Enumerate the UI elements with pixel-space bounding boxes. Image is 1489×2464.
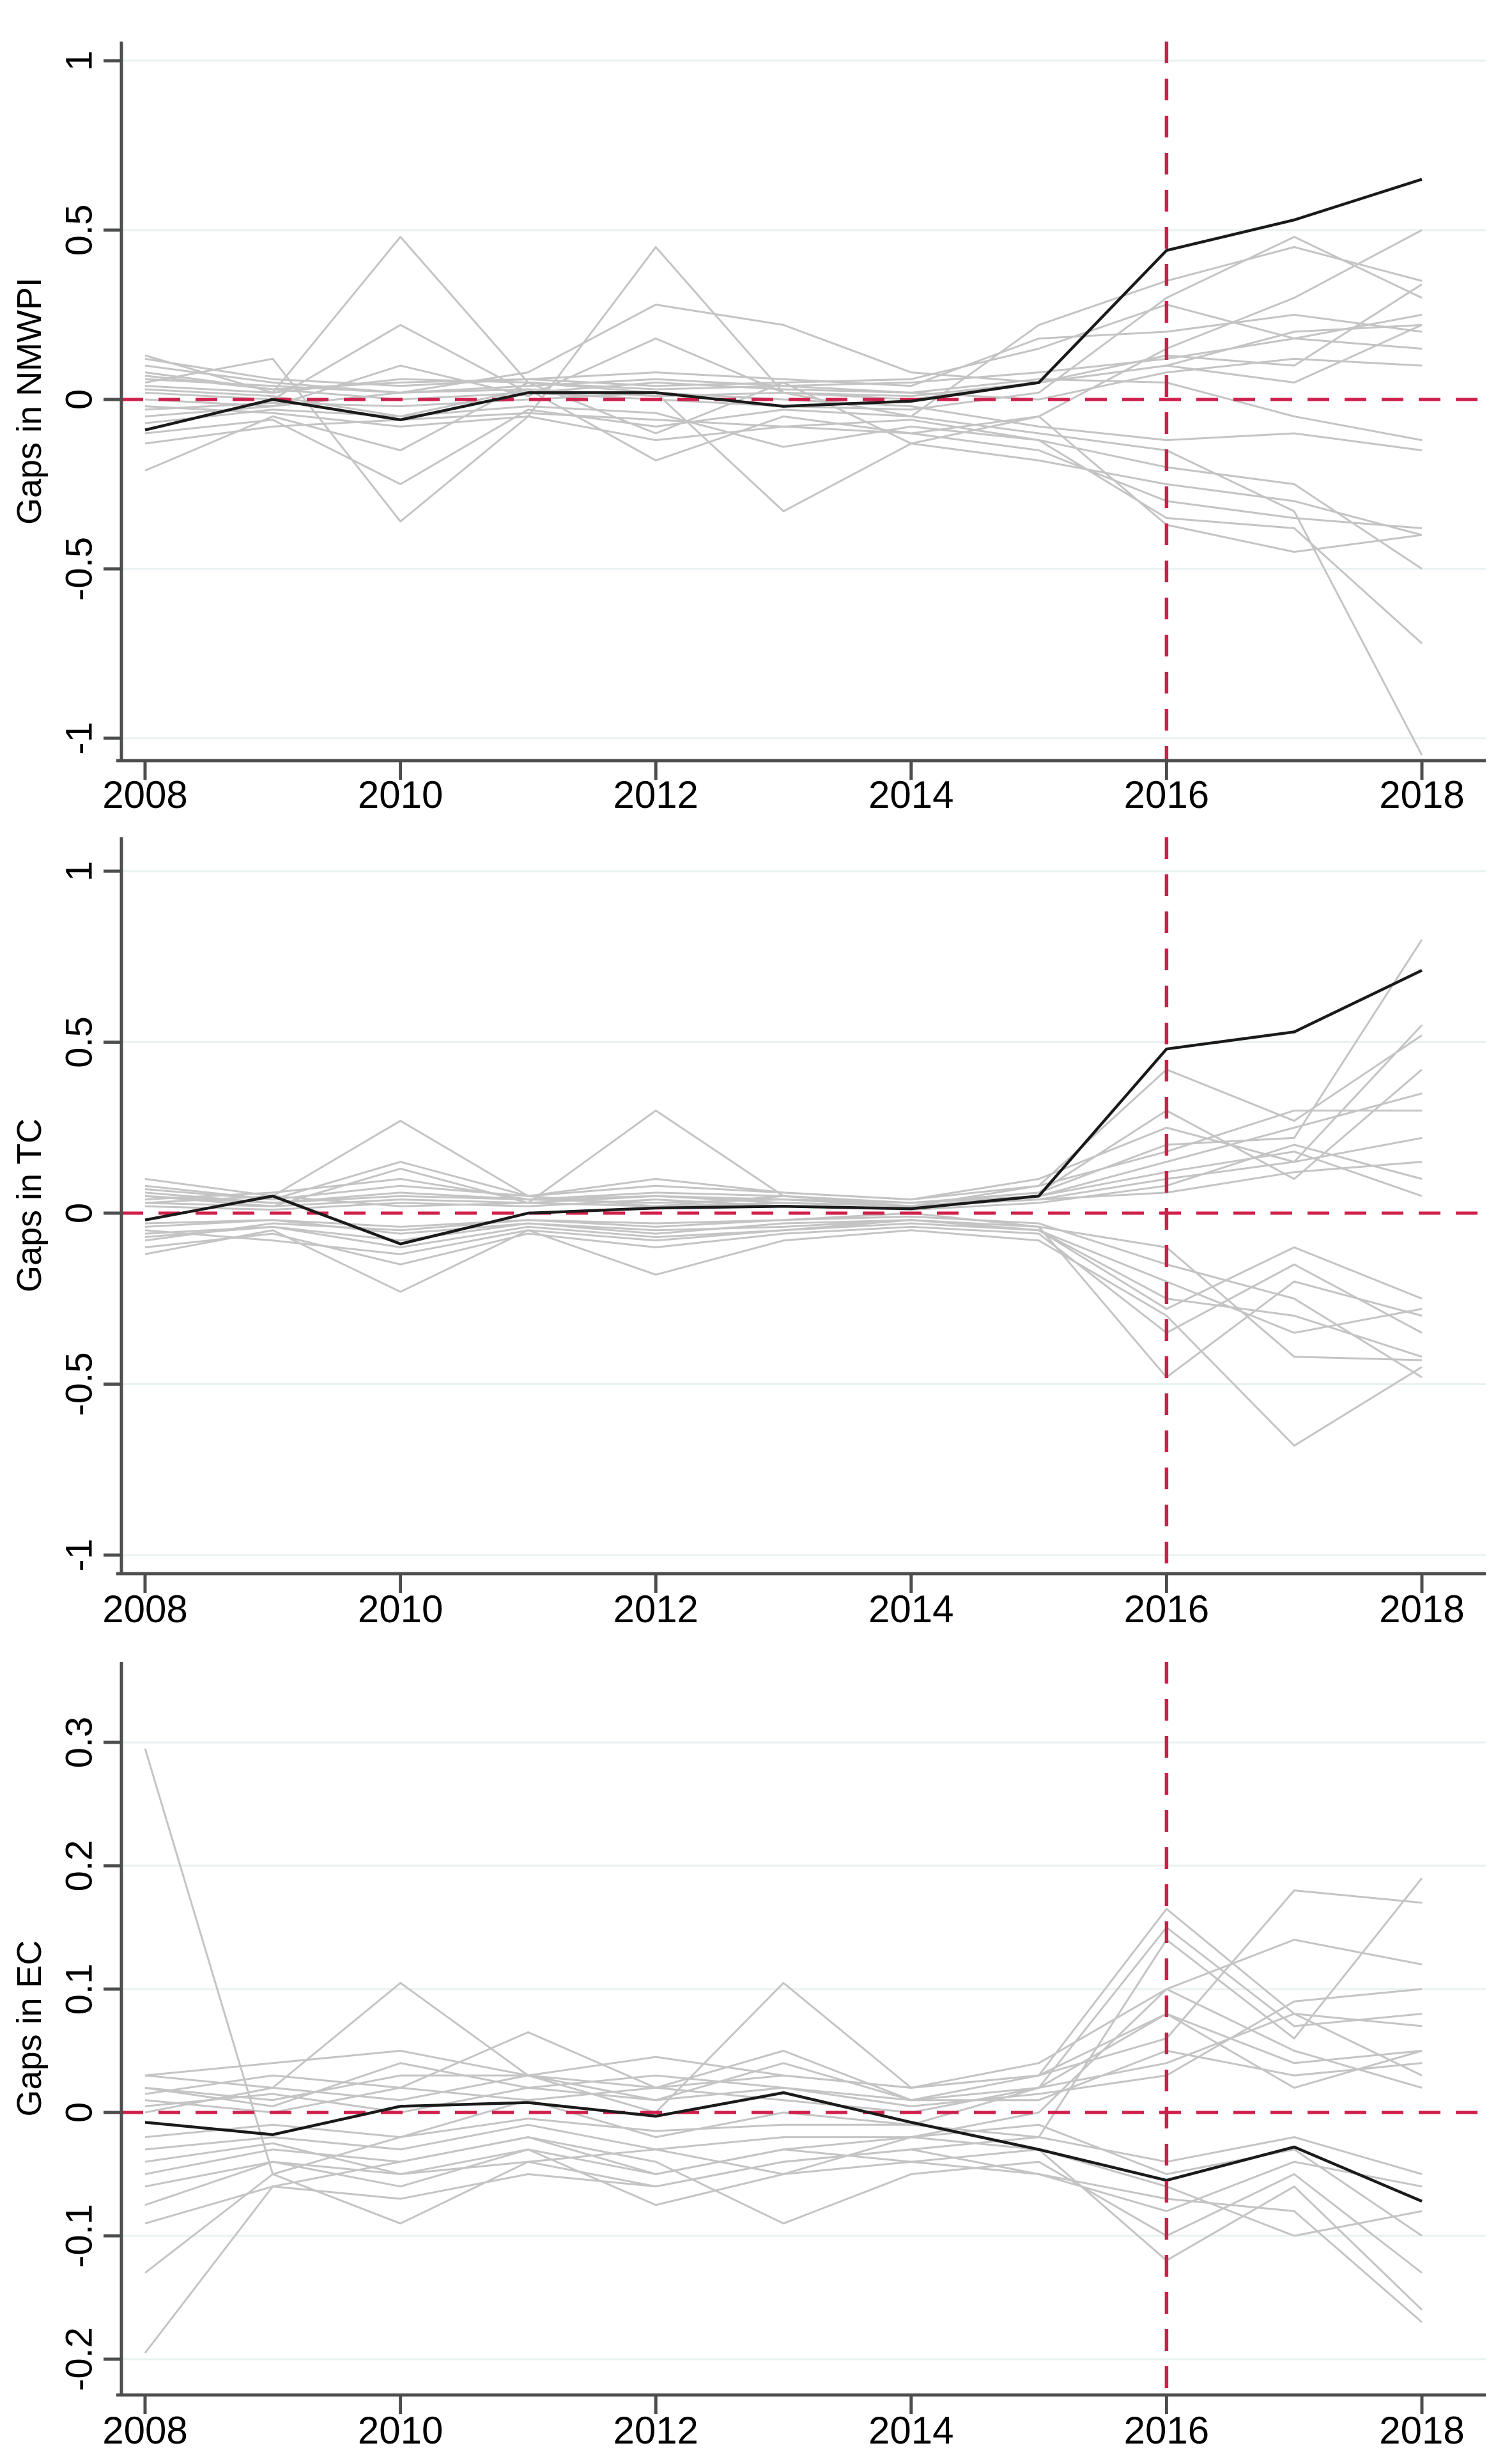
placebo-line (144, 324, 1423, 408)
placebo-line (144, 2118, 1423, 2175)
placebo-line (144, 1939, 1423, 2095)
x-tick-label: 2014 (868, 2409, 953, 2452)
x-tick-label: 2018 (1379, 773, 1464, 816)
placebo-line (144, 405, 1423, 570)
x-tick-label: 2018 (1379, 2409, 1464, 2452)
y-tick-label: 0 (59, 2102, 100, 2123)
placebo-line (144, 1024, 1423, 1201)
x-tick-label: 2008 (102, 2409, 187, 2452)
y-axis-title: Gaps in EC (10, 1940, 49, 2116)
x-tick-label: 2016 (1124, 773, 1209, 816)
placebo-line (144, 2148, 1423, 2212)
x-tick-label: 2016 (1124, 1588, 1209, 1631)
placebo-line (144, 1215, 1423, 1379)
placebo-line (144, 1889, 1423, 2089)
x-tick-label: 2012 (613, 2409, 698, 2452)
x-tick-label: 2008 (102, 773, 187, 816)
y-tick-label: 0 (59, 389, 100, 410)
y-tick-label: 0.1 (59, 1964, 100, 2015)
x-tick-label: 2014 (868, 773, 953, 816)
y-axis-title: Gaps in NMWPI (10, 277, 49, 525)
y-tick-label: -0.2 (59, 2327, 100, 2391)
y-tick-label: 0 (59, 1203, 100, 1223)
placebo-line (144, 382, 1423, 536)
placebo-line (144, 1926, 1423, 2114)
placebo-line (144, 408, 1423, 756)
x-tick-label: 2008 (102, 1588, 187, 1631)
treated-line (144, 2091, 1423, 2203)
treated-line (144, 969, 1423, 1246)
placebo-line (144, 1069, 1423, 1204)
y-tick-label: -0.5 (59, 537, 100, 601)
placebo-line (144, 1219, 1423, 1334)
placebo-line (144, 1225, 1423, 1334)
y-tick-label: -0.1 (59, 2204, 100, 2268)
treated-line (144, 178, 1423, 431)
y-tick-label: -0.5 (59, 1352, 100, 1416)
placebo-line (144, 939, 1423, 1207)
placebo-line (144, 283, 1423, 417)
x-tick-label: 2010 (358, 1588, 443, 1631)
y-tick-label: 0.3 (59, 1717, 100, 1769)
x-tick-label: 2010 (358, 2409, 443, 2452)
placebo-line (144, 1092, 1423, 1207)
placebo-line (144, 304, 1423, 391)
y-tick-label: 1 (59, 861, 100, 881)
placebo-line (144, 1229, 1423, 1447)
y-tick-label: -1 (59, 722, 100, 755)
placebo-line (144, 337, 1423, 394)
placebo-line (144, 1981, 1423, 2114)
placebo-line (144, 1988, 1423, 2114)
x-tick-label: 2014 (868, 1588, 953, 1631)
placebo-line (144, 2050, 1423, 2107)
placebo-line (144, 1161, 1423, 1207)
placebo-line (144, 304, 1423, 394)
placebo-line (144, 2123, 1423, 2237)
y-tick-label: 0.2 (59, 1840, 100, 1892)
placebo-line (144, 229, 1423, 445)
y-tick-label: -1 (59, 1538, 100, 1572)
placebo-line (144, 2136, 1423, 2237)
x-tick-label: 2018 (1379, 1588, 1464, 1631)
placebo-line (144, 1151, 1423, 1204)
y-tick-label: 0.5 (59, 1016, 100, 1068)
placebo-line (144, 1748, 1423, 2175)
x-tick-label: 2010 (358, 773, 443, 816)
placebo-line (144, 1110, 1422, 1201)
y-axis-title: Gaps in TC (10, 1119, 49, 1292)
placebo-line (144, 391, 1423, 451)
placebo-line (144, 1988, 1423, 2354)
x-tick-label: 2012 (613, 1588, 698, 1631)
placebo-line (144, 388, 1423, 553)
placebo-line (144, 1908, 1423, 2102)
placebo-line (144, 2136, 1423, 2274)
placebo-line (144, 1222, 1423, 1310)
x-tick-label: 2016 (1124, 2409, 1209, 2452)
placebo-line (144, 405, 1423, 529)
x-tick-label: 2012 (613, 773, 698, 816)
y-tick-label: 0.5 (59, 205, 100, 256)
placebo-line (144, 375, 1423, 442)
y-tick-label: 1 (59, 50, 100, 71)
